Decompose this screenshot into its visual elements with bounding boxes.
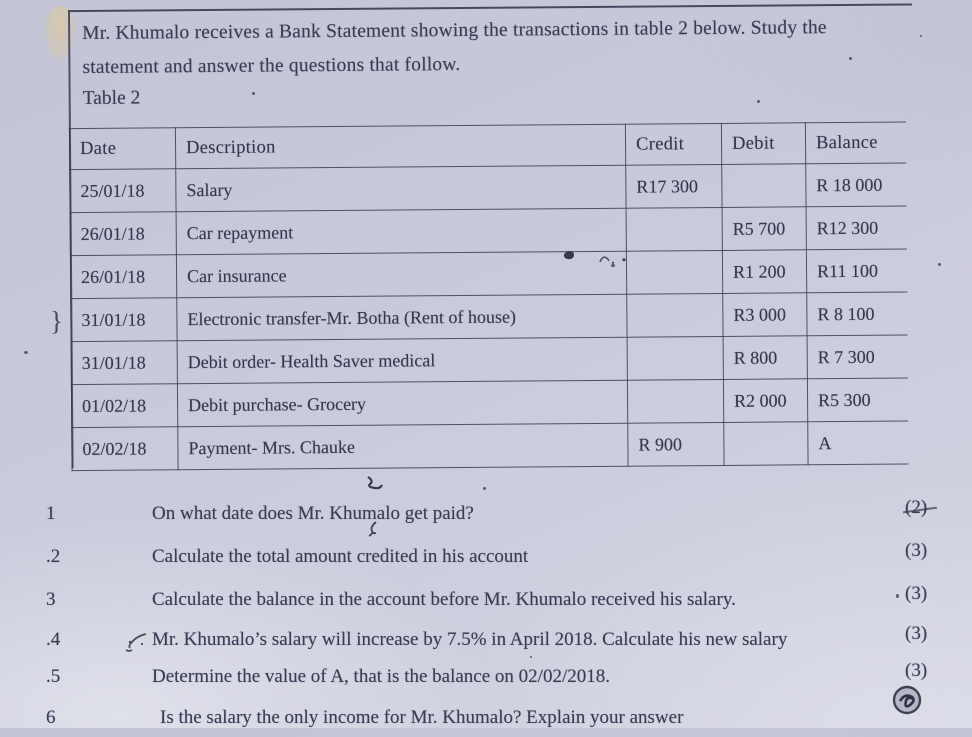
ink-speck (252, 92, 255, 95)
question-text: Calculate the balance in the account bef… (152, 589, 736, 610)
ink-speck (530, 656, 532, 658)
question-marks: (3) (905, 660, 928, 681)
question-number: 1 (46, 503, 56, 524)
pen-check-icon (368, 521, 377, 537)
question-number: .4 (46, 629, 61, 650)
question-row: 3 Calculate the balance in the account b… (0, 583, 972, 619)
question-text: Is the salary the only income for Mr. Kh… (160, 707, 684, 728)
question-text: Mr. Khumalo’s salary will increase by 7.… (152, 629, 788, 650)
question-number: 6 (46, 707, 56, 728)
question-row: .2 Calculate the total amount credited i… (0, 540, 972, 576)
question-text: On what date does Mr. Khumalo get paid? (152, 503, 474, 524)
pen-scribble-icon (125, 633, 147, 652)
margin-brace-mark: } (50, 306, 63, 336)
pen-squiggle-icon (599, 256, 626, 265)
question-marks: (3) (905, 583, 928, 604)
pen-scribble-icon (367, 476, 383, 490)
circled-mark-icon (892, 685, 922, 715)
ink-speck (757, 100, 760, 103)
ink-speck (938, 263, 941, 266)
question-marks: (3) (905, 540, 928, 561)
question-marks: (3) (905, 623, 928, 644)
ink-speck (896, 594, 899, 598)
ink-speck (24, 351, 28, 354)
question-number: .5 (46, 666, 61, 687)
question-marks: (2) (905, 497, 960, 519)
question-row: 6 Is the salary the only income for Mr. … (0, 707, 972, 737)
question-text: Calculate the total amount credited in h… (152, 546, 529, 567)
question-row: .4 Mr. Khumalo’s salary will increase by… (0, 623, 972, 659)
question-number: .2 (46, 546, 61, 567)
ink-speck (483, 487, 486, 490)
ink-speck (611, 264, 615, 267)
question-row: 1 On what date does Mr. Khumalo get paid… (0, 497, 972, 533)
question-text: Determine the value of A, that is the ba… (152, 666, 610, 687)
ink-speck (920, 35, 922, 37)
ink-speck (849, 57, 852, 60)
question-row: .5 Determine the value of A, that is the… (0, 660, 972, 696)
question-number: 3 (46, 589, 56, 610)
